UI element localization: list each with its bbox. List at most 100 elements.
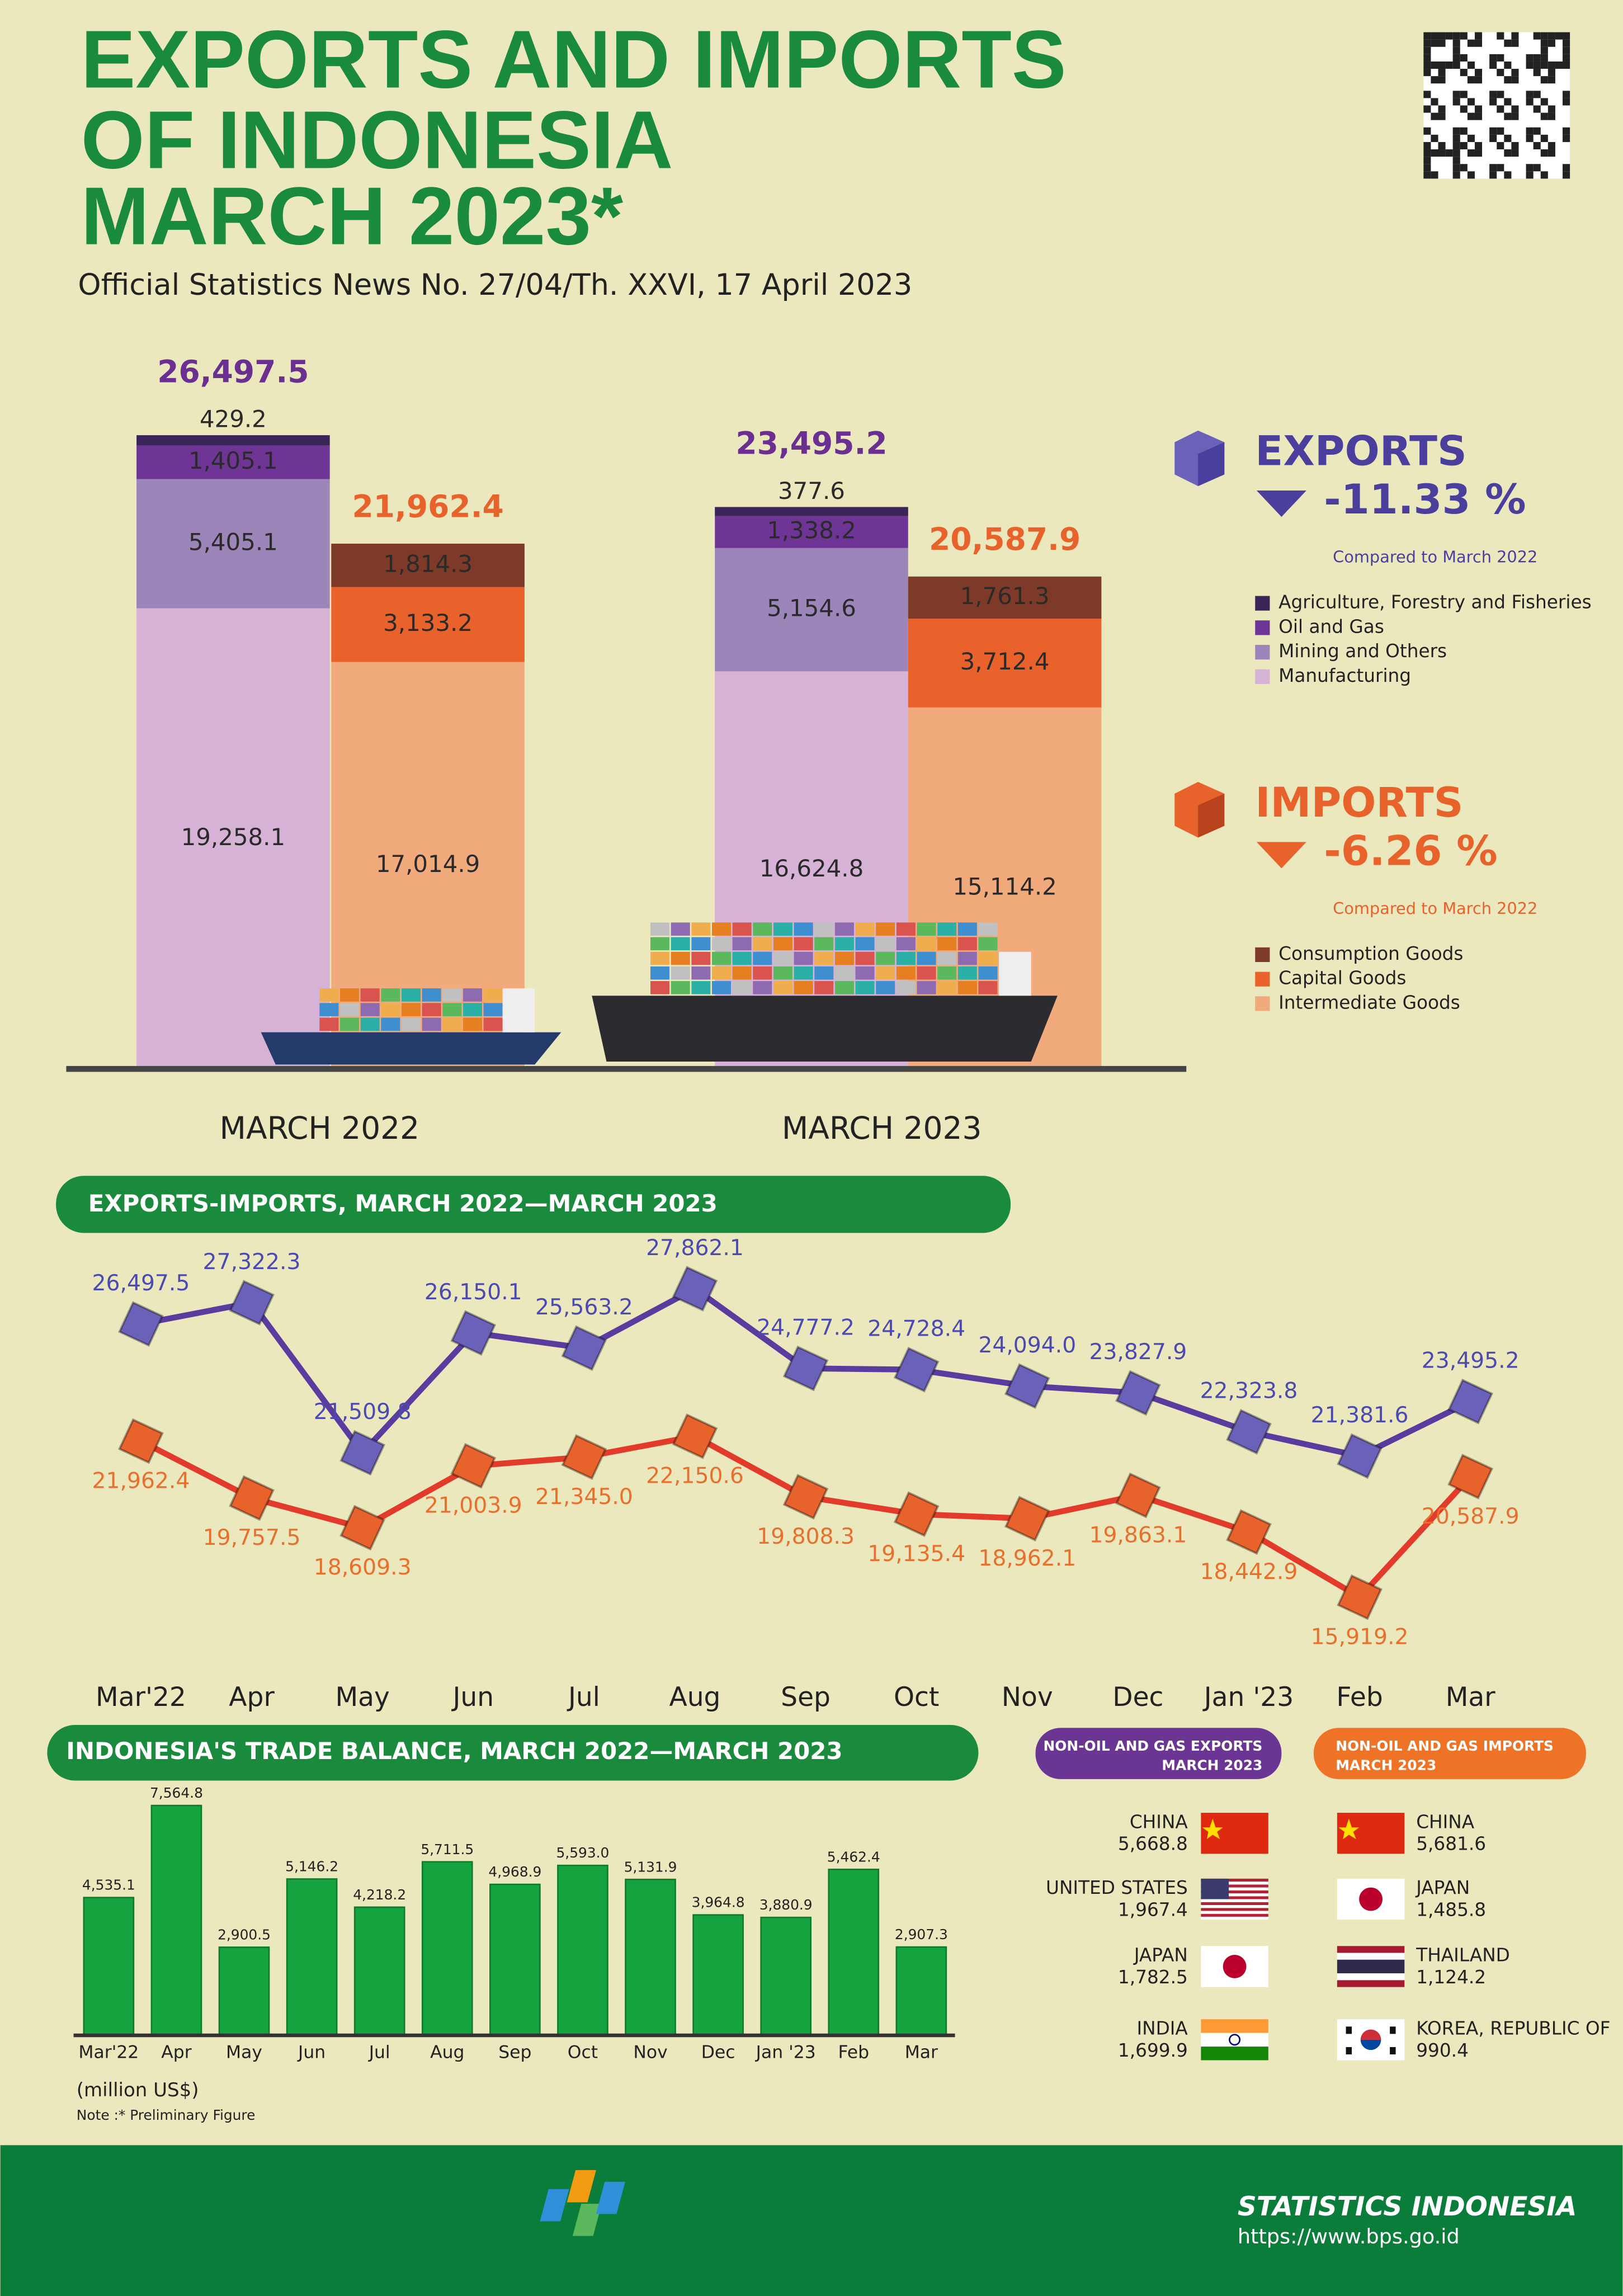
ship-container — [896, 937, 916, 951]
x-tick-label: Mar'22 — [96, 1682, 186, 1713]
point-label: 24,094.0 — [978, 1333, 1076, 1358]
country: CHINA — [1416, 1811, 1475, 1832]
ship-container — [978, 966, 998, 980]
qr-cell — [1423, 46, 1431, 54]
ship-container — [794, 966, 813, 980]
qr-cell — [1474, 76, 1483, 84]
ship-container — [855, 981, 875, 994]
qr-cell — [1526, 134, 1534, 142]
ship-container — [937, 937, 957, 951]
ship-container — [650, 922, 670, 936]
point-label: 26,497.5 — [92, 1271, 190, 1296]
ship-container — [319, 1003, 339, 1016]
qr-cell — [1438, 76, 1446, 84]
qr-cell — [1497, 91, 1504, 98]
ship-container — [978, 922, 998, 936]
point-label: 21,962.4 — [92, 1468, 190, 1493]
point-label: 19,757.5 — [203, 1525, 301, 1550]
qr-cell — [1547, 61, 1555, 69]
note: Compared to March 2022 — [1333, 547, 1537, 566]
note: Compared to March 2022 — [1333, 899, 1537, 918]
qr-cell — [1511, 39, 1519, 47]
country-value: 1,485.8 — [1416, 1899, 1486, 1920]
qr-cell — [1474, 105, 1483, 113]
flag-part — [1337, 1973, 1405, 1981]
ship-container — [773, 937, 792, 951]
qr-cell — [1474, 142, 1483, 150]
change-label: -6.26 % — [1324, 827, 1497, 875]
marker — [1226, 1509, 1272, 1555]
ship-container — [876, 966, 895, 980]
ship-container — [691, 981, 711, 994]
ship-container — [917, 981, 936, 994]
x-tick-label: Jun — [297, 2042, 325, 2062]
qr-cell — [1563, 39, 1570, 47]
qr-cell — [1474, 39, 1483, 47]
qr-cell — [1555, 32, 1563, 40]
ship-container — [773, 922, 792, 936]
qr-cell — [1489, 171, 1497, 179]
ship-container — [671, 951, 690, 965]
title: MARCH 2023* — [81, 171, 623, 262]
flag-part — [1201, 1896, 1268, 1899]
unit-label: (million US$) — [77, 2079, 199, 2101]
ship-container — [711, 966, 732, 980]
qr-cell — [1460, 54, 1468, 62]
flag-part — [1346, 2047, 1352, 2055]
flag-part — [1337, 1959, 1405, 1974]
flag-part — [1201, 1913, 1268, 1917]
qr-cell — [1504, 98, 1512, 106]
ship-container — [896, 922, 916, 936]
qr-cell — [1526, 171, 1534, 179]
x-tick-label: Dec — [1112, 1682, 1163, 1713]
qr-cell — [1445, 149, 1453, 157]
qr-cell — [1423, 32, 1431, 40]
qr-cell — [1540, 112, 1548, 120]
x-tick-label: Jun — [451, 1682, 494, 1713]
qr-cell — [1547, 105, 1555, 113]
ship-container — [463, 1017, 482, 1031]
bar — [828, 1868, 880, 2036]
group-title: IMPORTS — [1255, 779, 1463, 827]
ship-container — [732, 922, 752, 936]
note: Note :* Preliminary Figure — [77, 2107, 256, 2123]
flag-part — [1201, 1916, 1268, 1920]
qr-cell — [1452, 98, 1460, 106]
qr-cell — [1438, 61, 1446, 69]
qr-cell — [1526, 61, 1534, 69]
ship-container — [896, 981, 916, 994]
marker — [893, 1491, 940, 1537]
ship-container — [463, 988, 482, 1002]
qr-cell — [1431, 32, 1438, 40]
ship-container — [401, 1017, 421, 1031]
ship-container — [340, 1003, 360, 1016]
x-tick-label: Jan '23 — [1202, 1682, 1294, 1713]
ship-container — [773, 966, 792, 980]
x-tick-label: Apr — [229, 1682, 275, 1713]
qr-cell — [1563, 54, 1570, 62]
qr-cell — [1497, 69, 1504, 77]
bar-label: 3,964.8 — [692, 1894, 745, 1911]
ship-container — [691, 922, 711, 936]
ship-container — [671, 922, 690, 936]
qr-cell — [1533, 127, 1541, 135]
ship-container — [381, 1017, 400, 1031]
section-title: EXPORTS-IMPORTS, MARCH 2022—MARCH 2023 — [88, 1190, 718, 1217]
bar — [557, 1864, 608, 2036]
qr-cell — [1547, 76, 1555, 84]
bar-label: 3,880.9 — [759, 1897, 813, 1913]
flag-part — [1201, 1902, 1268, 1905]
qr-cell — [1563, 46, 1570, 54]
ship-container — [753, 981, 772, 994]
qr-cell — [1452, 32, 1460, 40]
ship-hull — [261, 1032, 562, 1065]
qr-cell — [1460, 127, 1468, 135]
marker — [229, 1475, 275, 1521]
ship-container — [711, 951, 732, 965]
ship-container — [917, 922, 936, 936]
x-tick-label: Oct — [894, 1682, 939, 1713]
qr-cell — [1504, 171, 1512, 179]
flag-part — [1201, 1878, 1229, 1899]
bar — [692, 1914, 744, 2036]
flag-part — [1201, 1882, 1268, 1885]
